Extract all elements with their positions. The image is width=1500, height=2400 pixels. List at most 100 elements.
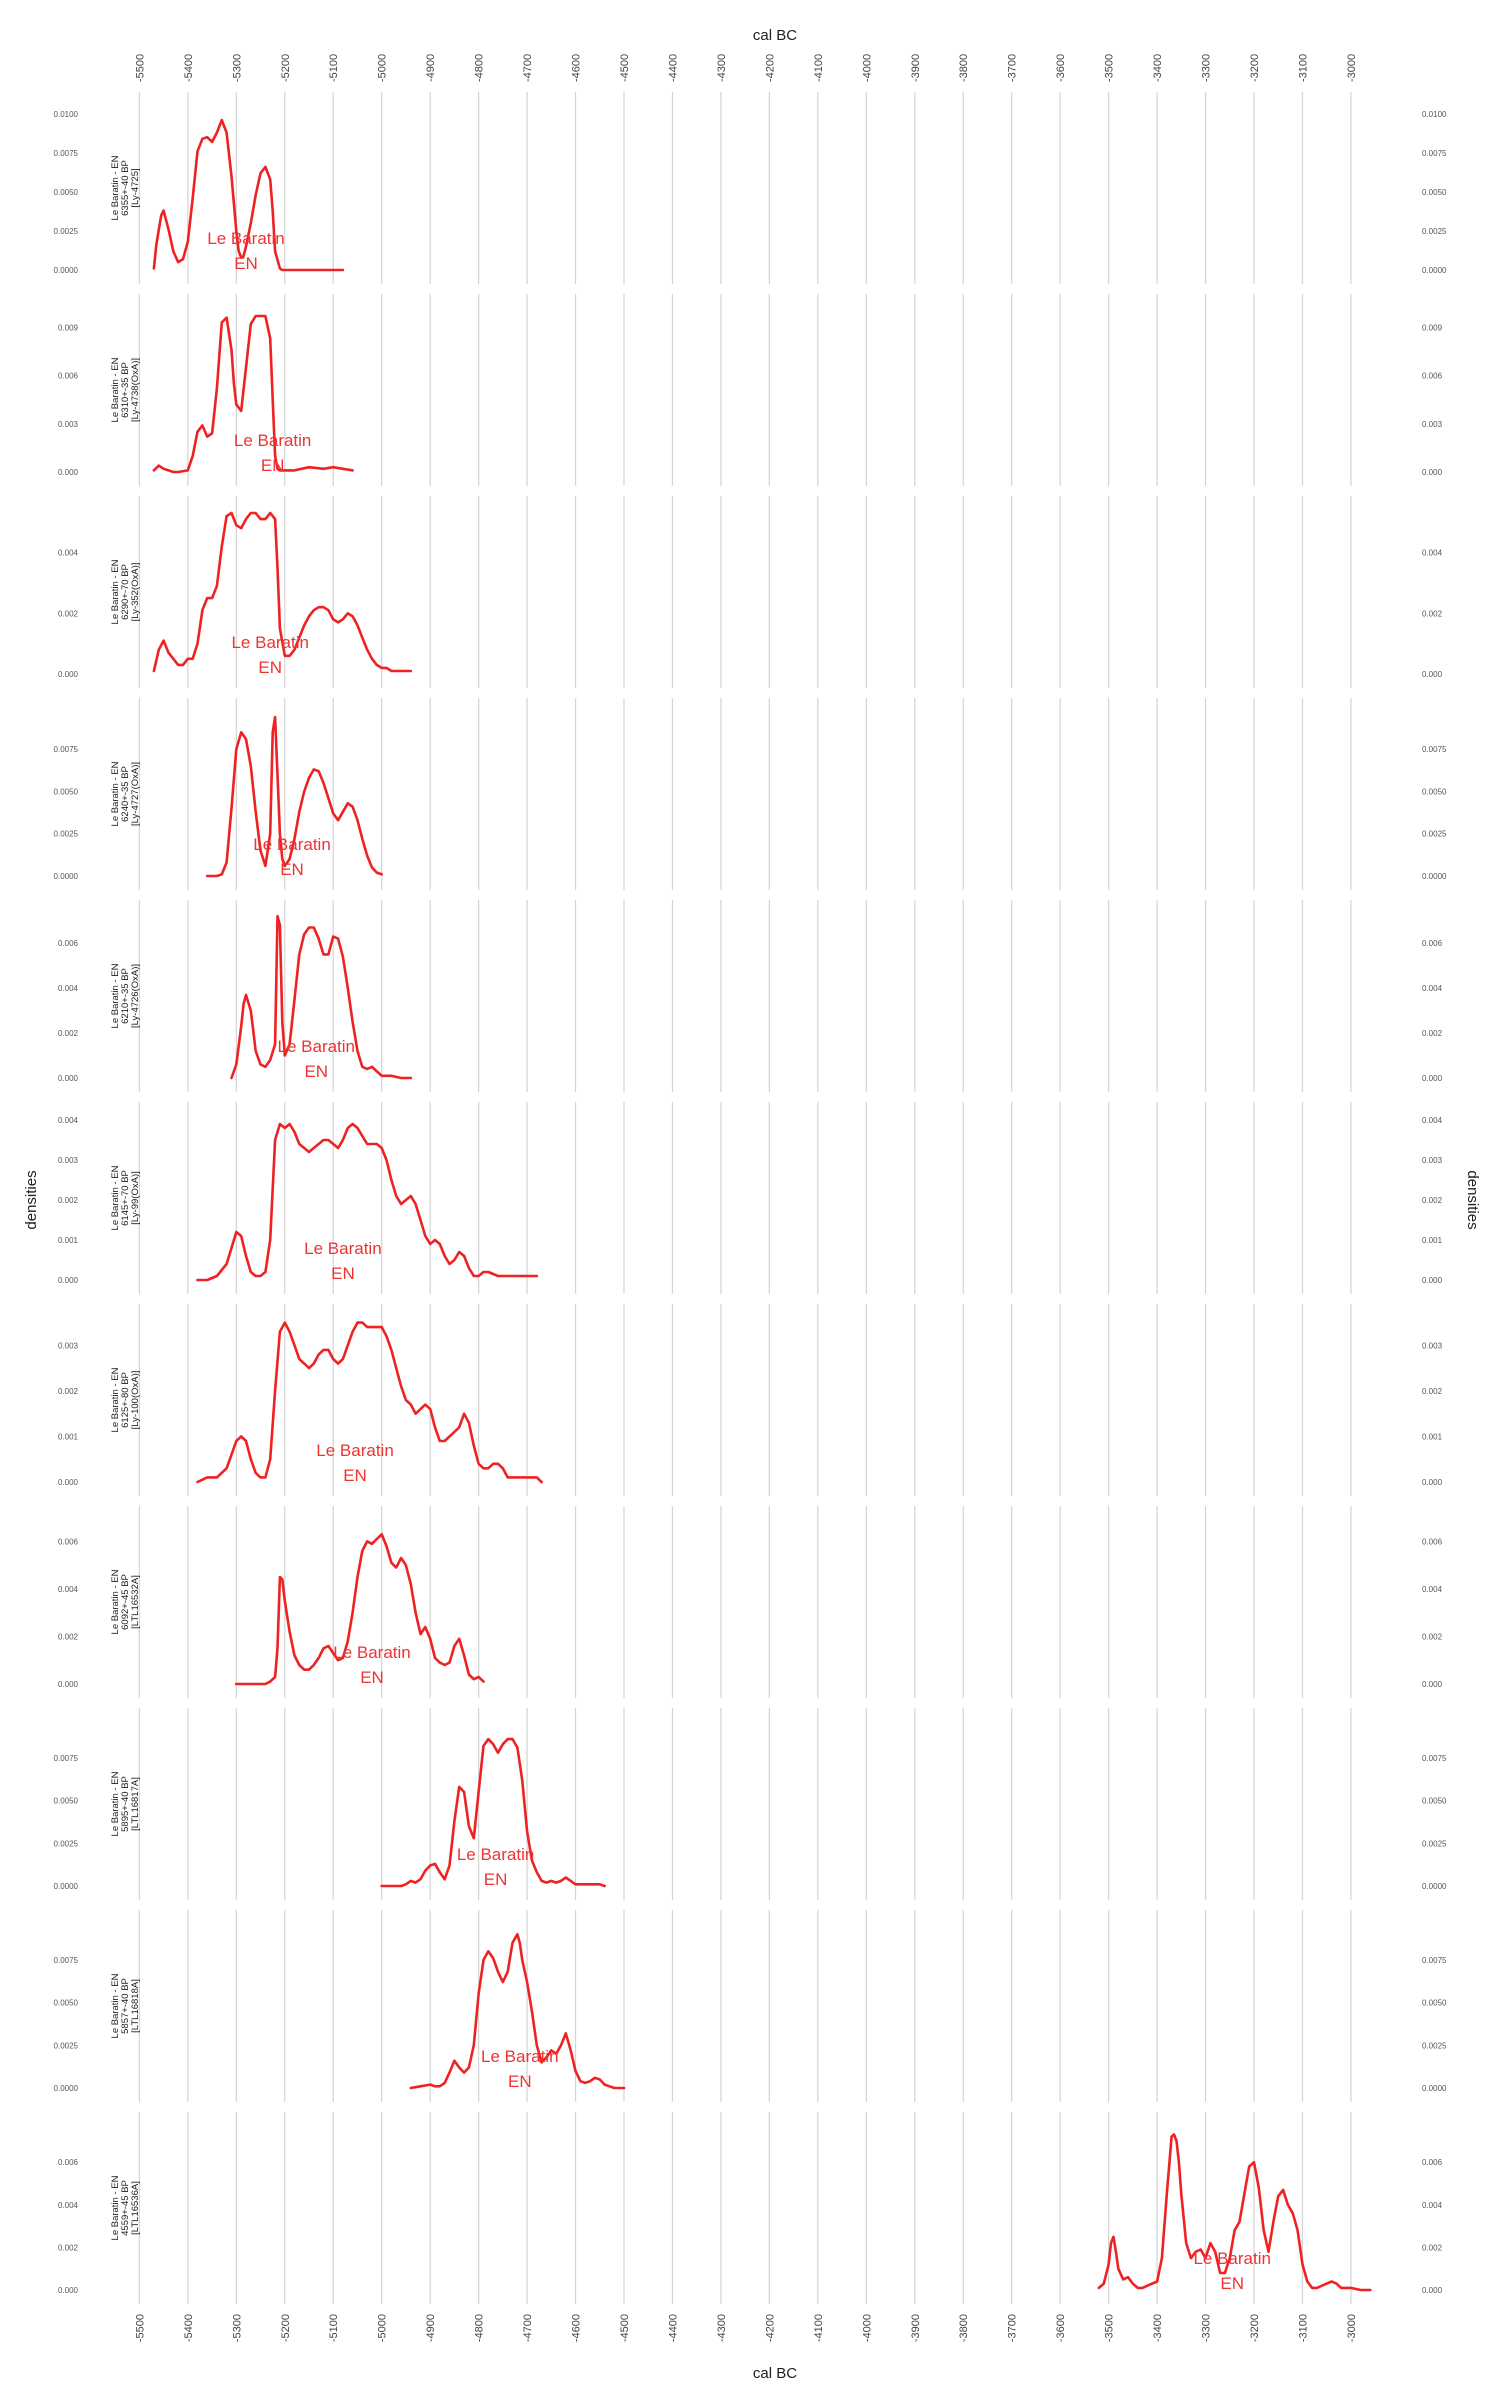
y-tick-label-left: 0.0025 xyxy=(54,830,79,839)
sample-label-line: 6092+-45 BP xyxy=(120,1574,131,1630)
sample-label-line: [Ly-4726(OxA)] xyxy=(130,964,141,1028)
vertical-gridlines xyxy=(138,92,1352,2304)
sample-label-line: 6355+-40 BP xyxy=(120,160,131,216)
y-tick-label-left: 0.0000 xyxy=(54,266,79,275)
sample-label-line: Le Baratin - EN xyxy=(110,2175,121,2240)
site-label: Le Baratin xyxy=(1193,2249,1271,2268)
x-tick-label-top: -5400 xyxy=(183,54,195,82)
x-tick-label-top: -5200 xyxy=(280,54,292,82)
y-tick-label-left: 0.0025 xyxy=(54,2041,79,2050)
y-tick-label-left: 0.0050 xyxy=(54,787,79,796)
density-panel: 0.000 0.000 0.001 0.001 0.002 0.002 0.003 0.003… xyxy=(58,1116,1443,1285)
x-axis-title-bottom: cal BC xyxy=(753,2365,797,2382)
x-tick-label-top: -3100 xyxy=(1297,54,1309,82)
density-panel: 0.000 0.000 0.003 0.003 0.006 0.006 0.009 0.009… xyxy=(58,314,1443,477)
site-label: EN xyxy=(343,1466,367,1485)
x-tick-label-top: -4700 xyxy=(522,54,534,82)
y-tick-label-right: 0.0075 xyxy=(1422,149,1447,158)
y-tick-label-left: 0.000 xyxy=(58,1478,79,1487)
x-tick-label-top: -5500 xyxy=(134,54,146,82)
y-tick-label-left: 0.004 xyxy=(58,549,79,558)
y-tick-label-left: 0.000 xyxy=(58,1680,79,1689)
y-tick-label-right: 0.002 xyxy=(1422,1196,1443,1205)
site-label: EN xyxy=(1220,2274,1244,2293)
site-label: Le Baratin xyxy=(481,2047,559,2066)
y-tick-label-right: 0.000 xyxy=(1422,1276,1443,1285)
sample-label-line: [LTL16532A] xyxy=(130,1575,141,1629)
y-tick-label-left: 0.000 xyxy=(58,670,79,679)
x-tick-label-top: -4000 xyxy=(861,54,873,82)
sample-label-line: Le Baratin - EN xyxy=(110,1569,121,1634)
sample-label-line: 5857+-40 BP xyxy=(120,1978,131,2034)
site-label: EN xyxy=(304,1062,328,1081)
y-tick-label-right: 0.000 xyxy=(1422,2286,1443,2295)
sample-label-line: Le Baratin - EN xyxy=(110,1367,121,1432)
y-tick-label-right: 0.002 xyxy=(1422,1632,1443,1641)
x-tick-label-bottom: -5400 xyxy=(183,2314,195,2342)
sample-label-line: 5895+-40 BP xyxy=(120,1776,131,1832)
y-tick-label-left: 0.003 xyxy=(58,1156,79,1165)
y-tick-label-right: 0.000 xyxy=(1422,1074,1443,1083)
y-tick-label-left: 0.0075 xyxy=(54,745,79,754)
site-label: Le Baratin xyxy=(253,835,331,854)
density-curve xyxy=(380,1737,606,1888)
y-tick-label-right: 0.001 xyxy=(1422,1236,1443,1245)
y-tick-label-left: 0.0075 xyxy=(54,1956,79,1965)
x-tick-label-top: -4600 xyxy=(571,54,583,82)
y-tick-label-right: 0.000 xyxy=(1422,1478,1443,1487)
site-label: EN xyxy=(360,1668,384,1687)
y-tick-label-right: 0.004 xyxy=(1422,984,1443,993)
density-panel: 0.000 0.000 0.002 0.002 0.004 0.004 0.006 0.006… xyxy=(58,2133,1443,2295)
y-tick-label-left: 0.002 xyxy=(58,1196,79,1205)
sample-label-line: 6290+-70 BP xyxy=(120,564,131,620)
density-curve xyxy=(196,1321,543,1484)
x-tick-label-bottom: -3800 xyxy=(958,2314,970,2342)
x-tick-label-bottom: -3200 xyxy=(1249,2314,1261,2342)
y-tick-label-right: 0.0025 xyxy=(1422,2041,1447,2050)
x-tick-label-top: -4900 xyxy=(425,54,437,82)
site-label: Le Baratin xyxy=(231,633,309,652)
x-tick-label-bottom: -5500 xyxy=(134,2314,146,2342)
x-tick-label-top: -4100 xyxy=(813,54,825,82)
sample-label-line: [Ly-4738(OxA)] xyxy=(130,358,141,422)
y-tick-label-left: 0.002 xyxy=(58,1029,79,1038)
y-tick-label-left: 0.004 xyxy=(58,1585,79,1594)
sample-label-line: [Ly-4725] xyxy=(130,168,141,207)
y-tick-label-left: 0.006 xyxy=(58,939,79,948)
site-label: EN xyxy=(508,2072,532,2091)
x-tick-label-bottom: -4700 xyxy=(522,2314,534,2342)
x-tick-label-bottom: -4100 xyxy=(813,2314,825,2342)
x-tick-label-bottom: -4800 xyxy=(474,2314,486,2342)
y-tick-label-left: 0.0050 xyxy=(54,1797,79,1806)
site-label: Le Baratin xyxy=(207,229,285,248)
y-tick-label-left: 0.0075 xyxy=(54,149,79,158)
sample-label-line: [Ly-99(OxA)] xyxy=(130,1171,141,1225)
y-tick-label-right: 0.0000 xyxy=(1422,266,1447,275)
density-panel: 0.0000 0.0000 0.0025 0.0025 0.0050 0.0050 0.00… xyxy=(54,1933,1447,2093)
y-tick-label-right: 0.002 xyxy=(1422,2243,1443,2252)
y-tick-label-right: 0.009 xyxy=(1422,323,1443,332)
density-curve xyxy=(152,118,345,272)
x-tick-label-bottom: -4600 xyxy=(571,2314,583,2342)
y-tick-label-right: 0.0000 xyxy=(1422,872,1447,881)
x-tick-label-top: -5100 xyxy=(328,54,340,82)
x-axis-title-top: cal BC xyxy=(753,27,797,44)
x-tick-label-bottom: -5200 xyxy=(280,2314,292,2342)
y-tick-label-right: 0.0050 xyxy=(1422,188,1447,197)
y-tick-label-left: 0.003 xyxy=(58,1341,79,1350)
density-curve xyxy=(235,1533,485,1686)
x-tick-label-top: -4800 xyxy=(474,54,486,82)
y-tick-label-right: 0.000 xyxy=(1422,1680,1443,1689)
x-tick-label-top: -5000 xyxy=(377,54,389,82)
density-panel: 0.000 0.000 0.002 0.002 0.004 0.004 0.006 0.006… xyxy=(58,914,1443,1083)
y-tick-label-right: 0.006 xyxy=(1422,939,1443,948)
sample-label-line: 6310+-35 BP xyxy=(120,362,131,418)
sample-label-line: 6145+-70 BP xyxy=(120,1170,131,1226)
y-tick-label-left: 0.004 xyxy=(58,1116,79,1125)
site-label: EN xyxy=(484,1870,508,1889)
x-tick-label-bottom: -4300 xyxy=(716,2314,728,2342)
y-tick-label-left: 0.003 xyxy=(58,420,79,429)
x-tick-label-top: -3400 xyxy=(1152,54,1164,82)
y-tick-label-left: 0.0100 xyxy=(54,110,79,119)
